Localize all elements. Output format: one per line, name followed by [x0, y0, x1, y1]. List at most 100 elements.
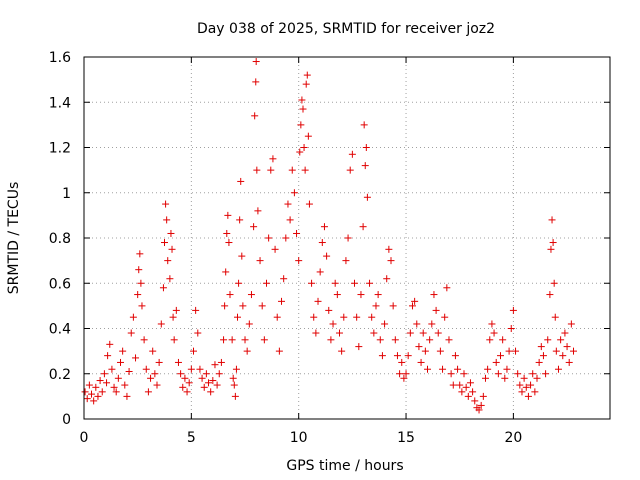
chart-title: Day 038 of 2025, SRMTID for receiver joz…	[197, 21, 495, 37]
data-point	[424, 365, 432, 373]
x-tick-label: 10	[290, 430, 308, 446]
data-point	[127, 329, 135, 337]
data-point	[181, 374, 189, 382]
data-point	[479, 392, 487, 400]
data-point	[209, 377, 217, 385]
data-point	[119, 347, 127, 355]
data-point	[106, 340, 114, 348]
data-point	[325, 306, 333, 314]
data-point	[217, 358, 225, 366]
y-tick-label: 1.4	[49, 95, 71, 111]
data-point	[250, 223, 258, 231]
data-point	[469, 388, 477, 396]
data-point	[228, 336, 236, 344]
data-point	[524, 392, 532, 400]
data-point	[507, 325, 515, 332]
data-point	[96, 377, 104, 385]
data-point	[300, 144, 308, 151]
data-point	[92, 383, 100, 391]
data-point	[357, 291, 365, 299]
data-point	[542, 370, 550, 378]
data-point	[153, 381, 161, 389]
data-point	[563, 343, 571, 351]
data-point	[114, 374, 122, 382]
data-point	[462, 383, 470, 391]
data-point	[296, 148, 304, 156]
data-point	[529, 370, 537, 378]
data-point	[138, 302, 146, 310]
data-point	[458, 388, 466, 396]
data-point	[258, 302, 266, 310]
data-point	[85, 381, 93, 389]
data-point	[486, 336, 494, 344]
data-point	[413, 320, 421, 328]
data-point	[318, 239, 326, 247]
data-point	[157, 320, 165, 328]
data-point	[231, 392, 239, 400]
data-point	[531, 388, 539, 396]
data-point	[286, 216, 294, 224]
data-point	[238, 252, 246, 260]
data-point	[187, 365, 195, 373]
data-point	[391, 336, 399, 344]
data-point	[499, 336, 507, 344]
data-point	[251, 112, 259, 120]
data-point	[205, 379, 213, 387]
data-point	[172, 306, 180, 314]
data-point	[225, 239, 233, 247]
x-tick-label: 0	[80, 430, 89, 446]
data-point	[520, 374, 528, 382]
data-point	[256, 257, 264, 265]
data-point	[298, 96, 306, 104]
data-point	[396, 370, 404, 378]
data-point	[121, 381, 129, 389]
data-point	[155, 358, 163, 366]
data-point	[159, 284, 167, 292]
data-point	[551, 313, 559, 321]
data-point	[236, 216, 244, 224]
data-point	[439, 365, 447, 373]
x-axis-label: GPS time / hours	[286, 458, 403, 474]
data-point	[170, 336, 178, 344]
x-axis-ticks: 0 5 10 15 20	[80, 57, 522, 446]
data-point	[441, 313, 449, 321]
y-tick-label: 1.2	[49, 141, 71, 157]
data-point	[137, 279, 145, 287]
y-tick-label: 0.2	[49, 367, 71, 383]
y-tick-label: 0	[62, 412, 71, 428]
data-point	[393, 352, 401, 360]
data-point	[432, 306, 440, 314]
data-point	[221, 302, 229, 310]
data-point	[280, 275, 288, 283]
data-point	[282, 234, 290, 242]
data-point	[252, 78, 260, 86]
data-point	[220, 336, 228, 344]
data-point	[548, 216, 556, 224]
data-point	[129, 313, 137, 321]
data-point	[168, 245, 176, 253]
data-point	[245, 320, 253, 328]
data-point	[404, 352, 412, 360]
y-tick-label: 0.6	[49, 276, 71, 292]
data-point	[454, 365, 462, 373]
data-point	[312, 329, 320, 337]
data-point	[509, 306, 517, 314]
data-point	[304, 132, 312, 140]
data-point	[411, 297, 419, 305]
data-point	[383, 275, 391, 283]
data-point	[200, 383, 208, 391]
data-point	[262, 279, 270, 287]
data-point	[211, 361, 219, 369]
data-point	[346, 166, 354, 174]
data-point	[477, 401, 485, 409]
data-point	[567, 320, 575, 328]
data-point	[202, 370, 210, 378]
data-point	[81, 388, 89, 396]
data-point	[340, 313, 348, 321]
data-point	[372, 302, 380, 310]
data-point	[295, 257, 303, 265]
data-point	[183, 388, 191, 396]
data-point	[353, 313, 361, 321]
data-point	[161, 239, 169, 247]
data-point	[415, 343, 423, 351]
